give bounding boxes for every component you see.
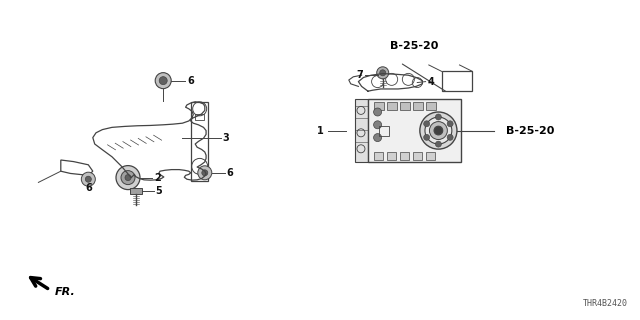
- Circle shape: [435, 141, 442, 147]
- Circle shape: [435, 114, 442, 120]
- Circle shape: [447, 134, 453, 140]
- Text: B-25-20: B-25-20: [506, 125, 554, 136]
- Bar: [400, 102, 410, 110]
- Bar: [426, 102, 436, 110]
- Bar: [374, 152, 383, 160]
- Text: 6: 6: [227, 168, 234, 178]
- Circle shape: [425, 117, 452, 144]
- Circle shape: [159, 76, 167, 84]
- Polygon shape: [355, 99, 368, 162]
- Circle shape: [420, 112, 457, 149]
- Bar: [413, 102, 423, 110]
- Circle shape: [85, 176, 92, 182]
- Circle shape: [155, 73, 172, 89]
- Circle shape: [121, 171, 135, 185]
- Text: 5: 5: [156, 186, 163, 196]
- Circle shape: [374, 108, 381, 116]
- Circle shape: [424, 134, 429, 140]
- Circle shape: [380, 70, 386, 76]
- Text: 6: 6: [187, 76, 194, 86]
- Bar: [130, 188, 141, 194]
- Text: 1: 1: [317, 125, 324, 136]
- Circle shape: [429, 122, 447, 140]
- Circle shape: [116, 166, 140, 189]
- Circle shape: [81, 172, 95, 186]
- Circle shape: [125, 175, 131, 180]
- Circle shape: [374, 121, 381, 129]
- Circle shape: [435, 126, 442, 134]
- Circle shape: [434, 126, 443, 135]
- Circle shape: [374, 134, 381, 141]
- Text: FR.: FR.: [55, 287, 76, 297]
- Bar: [413, 152, 422, 160]
- Circle shape: [424, 121, 429, 127]
- Text: 2: 2: [154, 172, 161, 183]
- Text: 6: 6: [85, 183, 92, 193]
- Bar: [400, 152, 409, 160]
- Circle shape: [377, 67, 388, 79]
- Bar: [387, 102, 397, 110]
- Text: 4: 4: [428, 76, 435, 87]
- Text: B-25-20: B-25-20: [390, 41, 438, 51]
- Text: 7: 7: [356, 70, 363, 80]
- Bar: [387, 152, 396, 160]
- Circle shape: [202, 170, 208, 176]
- Bar: [442, 71, 472, 91]
- Bar: [374, 102, 385, 110]
- Text: 3: 3: [223, 132, 230, 143]
- Bar: [426, 152, 435, 160]
- Polygon shape: [368, 99, 461, 162]
- Circle shape: [198, 166, 212, 180]
- Text: THR4B2420: THR4B2420: [583, 299, 628, 308]
- Bar: [379, 125, 389, 136]
- Circle shape: [447, 121, 453, 127]
